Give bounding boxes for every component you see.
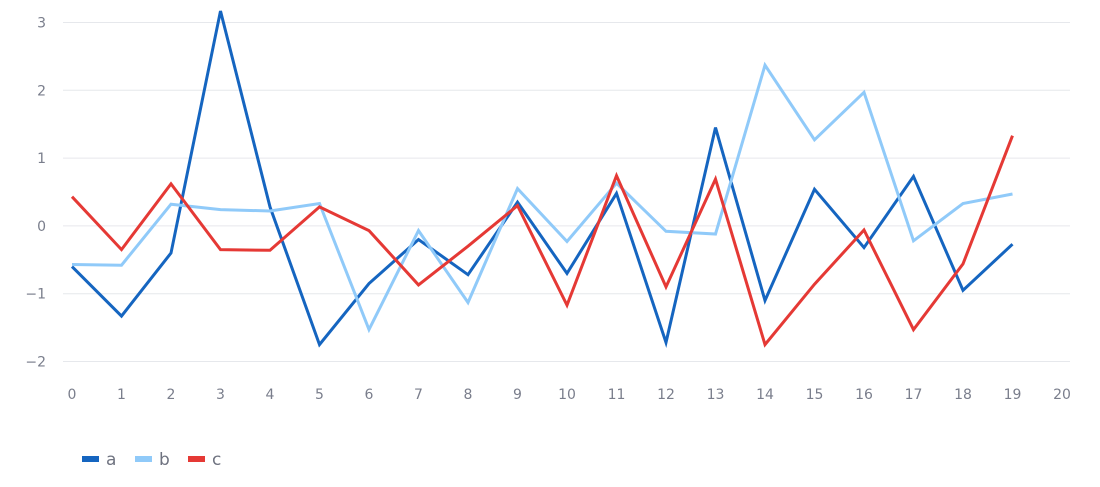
y-tick-label: −2 xyxy=(25,355,46,371)
series-line-c xyxy=(70,135,1014,348)
x-tick-label: 11 xyxy=(608,387,626,403)
y-tick-label: 2 xyxy=(37,83,46,99)
x-tick-label: 15 xyxy=(806,387,824,403)
x-tick-label: 3 xyxy=(216,387,225,403)
legend-label-a: a xyxy=(106,450,116,470)
x-tick-label: 19 xyxy=(1004,387,1022,403)
x-tick-label: 9 xyxy=(513,387,522,403)
x-tick-label: 13 xyxy=(707,387,725,403)
x-tick-label: 10 xyxy=(558,387,576,403)
grid-layer xyxy=(63,22,1070,362)
legend-swatch-b xyxy=(135,456,152,462)
x-tick-label: 0 xyxy=(68,387,77,403)
legend: a b c xyxy=(82,450,221,470)
x-tick-label: 6 xyxy=(365,387,374,403)
series-line-b xyxy=(71,61,1013,334)
x-axis-tick-labels: 0 1 2 3 4 5 6 7 8 9 10 11 12 13 14 15 16 17 18 19 20 xyxy=(68,387,1071,403)
legend-item-c[interactable]: c xyxy=(188,450,221,470)
legend-label-b: b xyxy=(159,450,170,470)
x-tick-label: 7 xyxy=(414,387,423,403)
x-tick-label: 5 xyxy=(315,387,324,403)
series-lines xyxy=(70,10,1014,349)
x-tick-label: 16 xyxy=(855,387,873,403)
legend-swatch-a xyxy=(82,456,99,462)
x-tick-label: 4 xyxy=(266,387,275,403)
x-tick-label: 18 xyxy=(954,387,972,403)
y-axis-tick-labels: −2 −1 0 1 2 3 xyxy=(25,16,46,371)
x-tick-label: 1 xyxy=(117,387,126,403)
x-tick-label: 20 xyxy=(1053,387,1071,403)
legend-swatch-c xyxy=(188,456,205,462)
x-tick-label: 8 xyxy=(464,387,473,403)
x-tick-label: 2 xyxy=(167,387,176,403)
y-tick-label: 1 xyxy=(37,151,46,167)
x-tick-label: 14 xyxy=(756,387,774,403)
y-tick-label: −1 xyxy=(25,287,46,303)
y-tick-label: 3 xyxy=(37,16,46,32)
x-tick-label: 17 xyxy=(905,387,923,403)
legend-label-c: c xyxy=(212,450,221,470)
x-tick-label: 12 xyxy=(657,387,675,403)
series-line-a xyxy=(70,10,1014,349)
legend-item-a[interactable]: a xyxy=(82,450,116,470)
legend-item-b[interactable]: b xyxy=(135,450,170,470)
y-tick-label: 0 xyxy=(37,219,46,235)
